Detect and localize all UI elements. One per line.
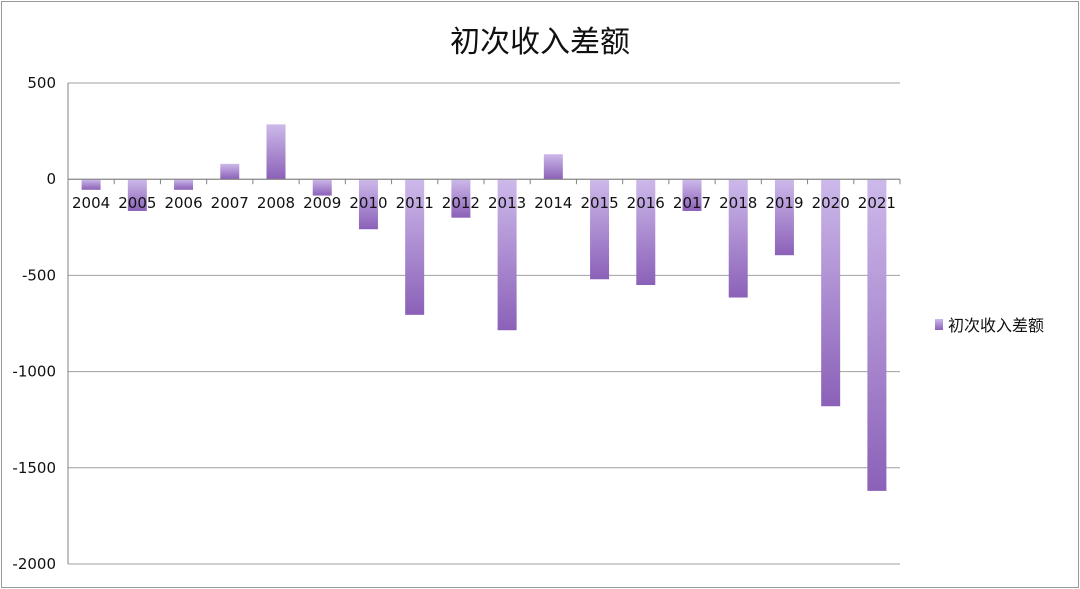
legend-label: 初次收入差额: [948, 316, 1044, 335]
bar-series: [81, 124, 887, 491]
bar-2015: [590, 179, 610, 280]
bar-2004: [81, 179, 101, 190]
x-tick-label: 2014: [534, 194, 572, 212]
legend-swatch: [935, 319, 943, 330]
x-tick-label: 2012: [442, 194, 480, 212]
x-axis-tick-labels: 2004 2005 2006 2007 2008 2009 2010 2011 2012 2013…: [72, 194, 896, 212]
x-tick-label: 2021: [858, 194, 896, 212]
bar-2011: [405, 179, 425, 315]
bar-2005: [127, 179, 147, 211]
bar-2007: [220, 163, 240, 180]
bar-2014: [543, 154, 563, 180]
x-tick-label: 2005: [118, 194, 156, 212]
bar-2006: [174, 179, 194, 190]
bar-2017: [682, 179, 702, 211]
x-axis: [67, 178, 901, 185]
bar-2020: [821, 179, 841, 407]
y-tick-label: -1500: [12, 459, 56, 477]
x-tick-label: 2006: [164, 194, 202, 212]
x-tick-label: 2008: [257, 194, 295, 212]
x-tick-label: 2011: [396, 194, 434, 212]
y-axis-tick-labels: 500 0 -500 -1000 -1500 -2000: [12, 74, 56, 573]
bar-2008: [266, 124, 286, 180]
y-tick-label: 500: [27, 74, 56, 92]
y-tick-label: -2000: [12, 555, 56, 573]
bar-2010: [358, 179, 378, 230]
y-tick-label: -1000: [12, 363, 56, 381]
x-tick-label: 2018: [719, 194, 757, 212]
x-tick-label: 2016: [627, 194, 665, 212]
x-tick-label: 2010: [349, 194, 387, 212]
y-tick-label: -500: [22, 266, 56, 284]
bar-2013: [497, 179, 517, 331]
bar-2021: [867, 179, 887, 491]
x-tick-label: 2015: [580, 194, 618, 212]
bar-2018: [728, 179, 748, 298]
bar-2012: [451, 179, 471, 218]
gridlines: [67, 82, 900, 565]
bar-2009: [312, 179, 332, 196]
x-tick-label: 2017: [673, 194, 711, 212]
bar-2016: [636, 179, 656, 286]
x-tick-label: 2009: [303, 194, 341, 212]
x-tick-label: 2007: [211, 194, 249, 212]
x-tick-label: 2020: [812, 194, 850, 212]
bar-2019: [774, 179, 794, 256]
y-tick-label: 0: [46, 170, 56, 188]
x-tick-label: 2013: [488, 194, 526, 212]
x-tick-label: 2019: [765, 194, 803, 212]
x-tick-label: 2004: [72, 194, 110, 212]
chart-title: 初次收入差额: [450, 25, 630, 60]
legend: 初次收入差额: [935, 316, 1044, 335]
